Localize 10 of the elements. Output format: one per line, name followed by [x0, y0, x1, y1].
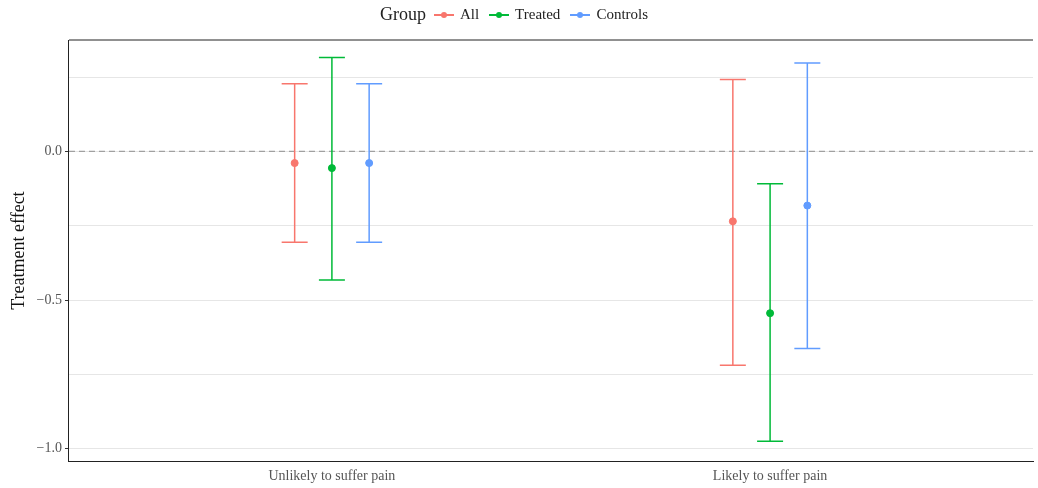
- legend-title: Group: [379, 4, 426, 25]
- legend-label: Controls: [596, 6, 649, 23]
- y-tick-label: 0.0: [44, 143, 62, 159]
- y-tick-label: −0.5: [36, 291, 62, 307]
- y-axis-title: Treatment effect: [7, 191, 28, 310]
- y-tick-label: −1.0: [36, 440, 62, 456]
- legend-label: Treated: [515, 6, 561, 23]
- x-tick-label: Likely to suffer pain: [712, 468, 828, 484]
- x-tick-label: Unlikely to suffer pain: [268, 468, 396, 484]
- legend-label: All: [459, 6, 480, 23]
